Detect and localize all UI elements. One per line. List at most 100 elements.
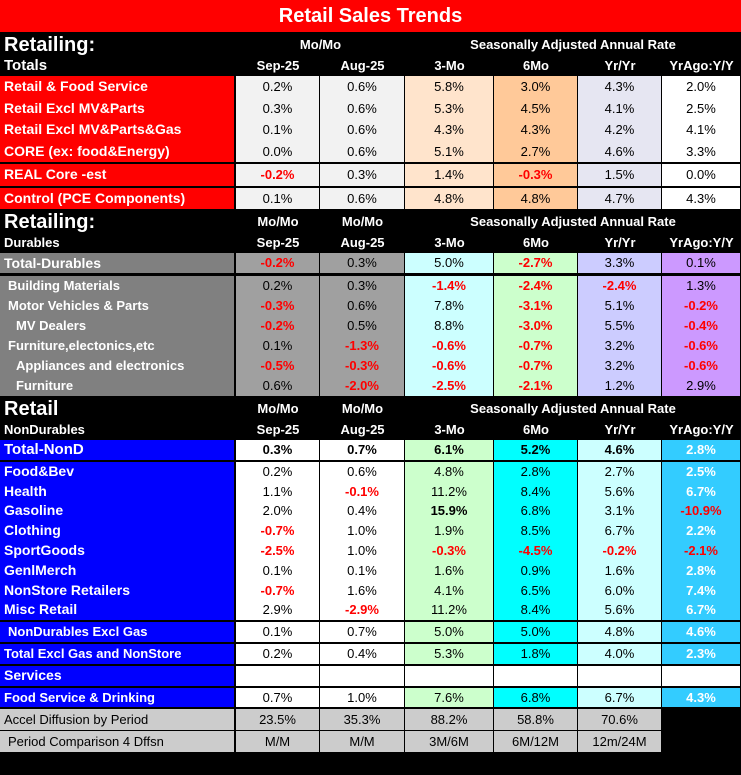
value-cell: 1.0%: [320, 521, 404, 541]
row-label: Furniture: [0, 376, 234, 396]
section-columns-retailing-durables: Durables Sep-25 Aug-25 3-Mo 6Mo Yr/Yr YrAgo:Y/…: [0, 233, 741, 253]
value-cell: -2.9%: [320, 600, 404, 621]
value-cell: [320, 665, 404, 686]
value-cell: -2.7%: [494, 253, 577, 273]
table-row: NonDurables Excl Gas 0.1% 0.7% 5.0% 5.0% 4.8%…: [0, 622, 741, 642]
value-cell: 6.8%: [494, 687, 577, 708]
table-row: Clothing -0.7% 1.0% 1.9% 8.5% 6.7% 2.2%: [0, 521, 741, 541]
value-cell: -0.6%: [662, 336, 740, 356]
value-cell: 1.3%: [662, 276, 740, 296]
value-cell: -0.5%: [236, 356, 319, 376]
value-cell: 5.3%: [405, 644, 493, 664]
value-cell: 0.0%: [662, 164, 740, 186]
value-cell: 0.6%: [320, 461, 404, 482]
table-row: MV Dealers -0.2% 0.5% 8.8% -3.0% 5.5% -0.4%: [0, 316, 741, 336]
value-cell: 3.3%: [662, 140, 740, 162]
value-cell: 1.0%: [320, 687, 404, 708]
value-cell: 2.5%: [662, 461, 740, 482]
saar-group-label: Seasonally Adjusted Annual Rate: [470, 401, 676, 416]
value-cell: -0.7%: [494, 356, 577, 376]
row-label: Total-NonD: [0, 440, 234, 460]
value-cell: -10.9%: [662, 501, 740, 522]
section-heading[interactable]: Retail: [4, 398, 59, 420]
column-header: Yr/Yr: [604, 58, 636, 73]
value-cell: 0.2%: [236, 276, 319, 296]
value-cell: 5.6%: [578, 481, 661, 502]
value-cell: 0.3%: [320, 253, 404, 273]
section-columns-retail-nondurables: NonDurables Sep-25 Aug-25 3-Mo 6Mo Yr/Yr YrAgo…: [0, 420, 741, 440]
value-cell: [578, 665, 661, 686]
footer-value: 58.8%: [494, 709, 577, 731]
value-cell: 1.0%: [320, 541, 404, 561]
value-cell: 3.2%: [578, 336, 661, 356]
table-row: Retail Excl MV&Parts 0.3% 0.6% 5.3% 4.5% 4.1%…: [0, 97, 741, 119]
value-cell: -0.7%: [494, 336, 577, 356]
footer-label: Period Comparison 4 Dffsn: [0, 731, 234, 753]
section-subheading: Durables: [4, 235, 60, 250]
row-label: Appliances and electronics: [0, 356, 234, 376]
column-header: Sep-25: [256, 58, 300, 73]
value-cell: 2.0%: [236, 501, 319, 522]
value-cell: -0.7%: [236, 580, 319, 601]
saar-group-label: Seasonally Adjusted Annual Rate: [470, 214, 676, 229]
column-header: 3-Mo: [434, 422, 465, 437]
value-cell: 0.1%: [236, 187, 319, 209]
column-header: YrAgo:Y/Y: [669, 58, 734, 73]
column-header: Aug-25: [340, 58, 385, 73]
row-label: NonStore Retailers: [0, 580, 234, 601]
column-header: Sep-25: [256, 235, 300, 250]
column-header: YrAgo:Y/Y: [669, 422, 734, 437]
value-cell: [236, 665, 319, 686]
momo-group-label: Mo/Mo: [341, 401, 384, 416]
value-cell: -0.6%: [405, 336, 493, 356]
value-cell: -1.4%: [405, 276, 493, 296]
section-heading[interactable]: Retailing:: [4, 34, 96, 56]
table-row: Total-Durables -0.2% 0.3% 5.0% -2.7% 3.3% 0.1%: [0, 253, 741, 273]
value-cell: 4.6%: [662, 622, 740, 642]
value-cell: 2.8%: [662, 440, 740, 460]
row-label: Motor Vehicles & Parts: [0, 296, 234, 316]
value-cell: -0.3%: [494, 164, 577, 186]
table-row: Misc Retail 2.9% -2.9% 11.2% 8.4% 5.6% 6.7%: [0, 600, 741, 621]
value-cell: 6.7%: [578, 521, 661, 541]
value-cell: 4.3%: [494, 119, 577, 141]
table-row: Furniture 0.6% -2.0% -2.5% -2.1% 1.2% 2.9%: [0, 376, 741, 396]
value-cell: 4.5%: [494, 97, 577, 119]
value-cell: 15.9%: [405, 501, 493, 522]
table-row: NonStore Retailers -0.7% 1.6% 4.1% 6.5% 6.0% 7…: [0, 580, 741, 601]
section-header-retailing-durables: Retailing: Mo/Mo Mo/Mo Seasonally Adjusted …: [0, 211, 741, 233]
value-cell: 0.4%: [320, 501, 404, 522]
value-cell: 0.2%: [236, 644, 319, 664]
value-cell: 5.5%: [578, 316, 661, 336]
section-columns-retailing-totals: Totals Sep-25 Aug-25 3-Mo 6Mo Yr/Yr YrAgo:Y/Y: [0, 56, 741, 76]
column-header: Yr/Yr: [604, 422, 636, 437]
value-cell: 2.8%: [494, 461, 577, 482]
row-label: Control (PCE Components): [0, 187, 234, 209]
row-label: SportGoods: [0, 541, 234, 561]
column-header: 6Mo: [523, 235, 549, 250]
table-row: Food Service & Drinking 0.7% 1.0% 7.6% 6.8% 6…: [0, 687, 741, 708]
column-header: 6Mo: [523, 422, 549, 437]
value-cell: 0.1%: [320, 560, 404, 581]
value-cell: 5.2%: [494, 440, 577, 460]
value-cell: -2.1%: [494, 376, 577, 396]
value-cell: 0.3%: [236, 440, 319, 460]
value-cell: 4.3%: [662, 687, 740, 708]
value-cell: 5.1%: [405, 140, 493, 162]
value-cell: 0.5%: [320, 316, 404, 336]
section-heading[interactable]: Retailing:: [4, 211, 96, 233]
row-label: Gasoline: [0, 501, 234, 522]
footer-value: M/M: [236, 731, 319, 753]
value-cell: -0.2%: [662, 296, 740, 316]
value-cell: 5.0%: [405, 253, 493, 273]
section-header-retailing-totals: Retailing: Mo/Mo Seasonally Adjusted Annua…: [0, 34, 741, 56]
value-cell: 7.4%: [662, 580, 740, 601]
footer-label: Accel Diffusion by Period: [0, 709, 234, 731]
footer-value: 88.2%: [405, 709, 493, 731]
value-cell: 0.6%: [320, 296, 404, 316]
value-cell: 1.6%: [578, 560, 661, 581]
footer-row-comparison: Period Comparison 4 Dffsn M/M M/M 3M/6M 6M/1…: [0, 731, 741, 753]
section-subheading: Totals: [4, 57, 48, 74]
table-row: Furniture,electonics,etc 0.1% -1.3% -0.6% -0…: [0, 336, 741, 356]
section-header-retail-nondurables: Retail Mo/Mo Mo/Mo Seasonally Adjusted Annu…: [0, 398, 741, 420]
